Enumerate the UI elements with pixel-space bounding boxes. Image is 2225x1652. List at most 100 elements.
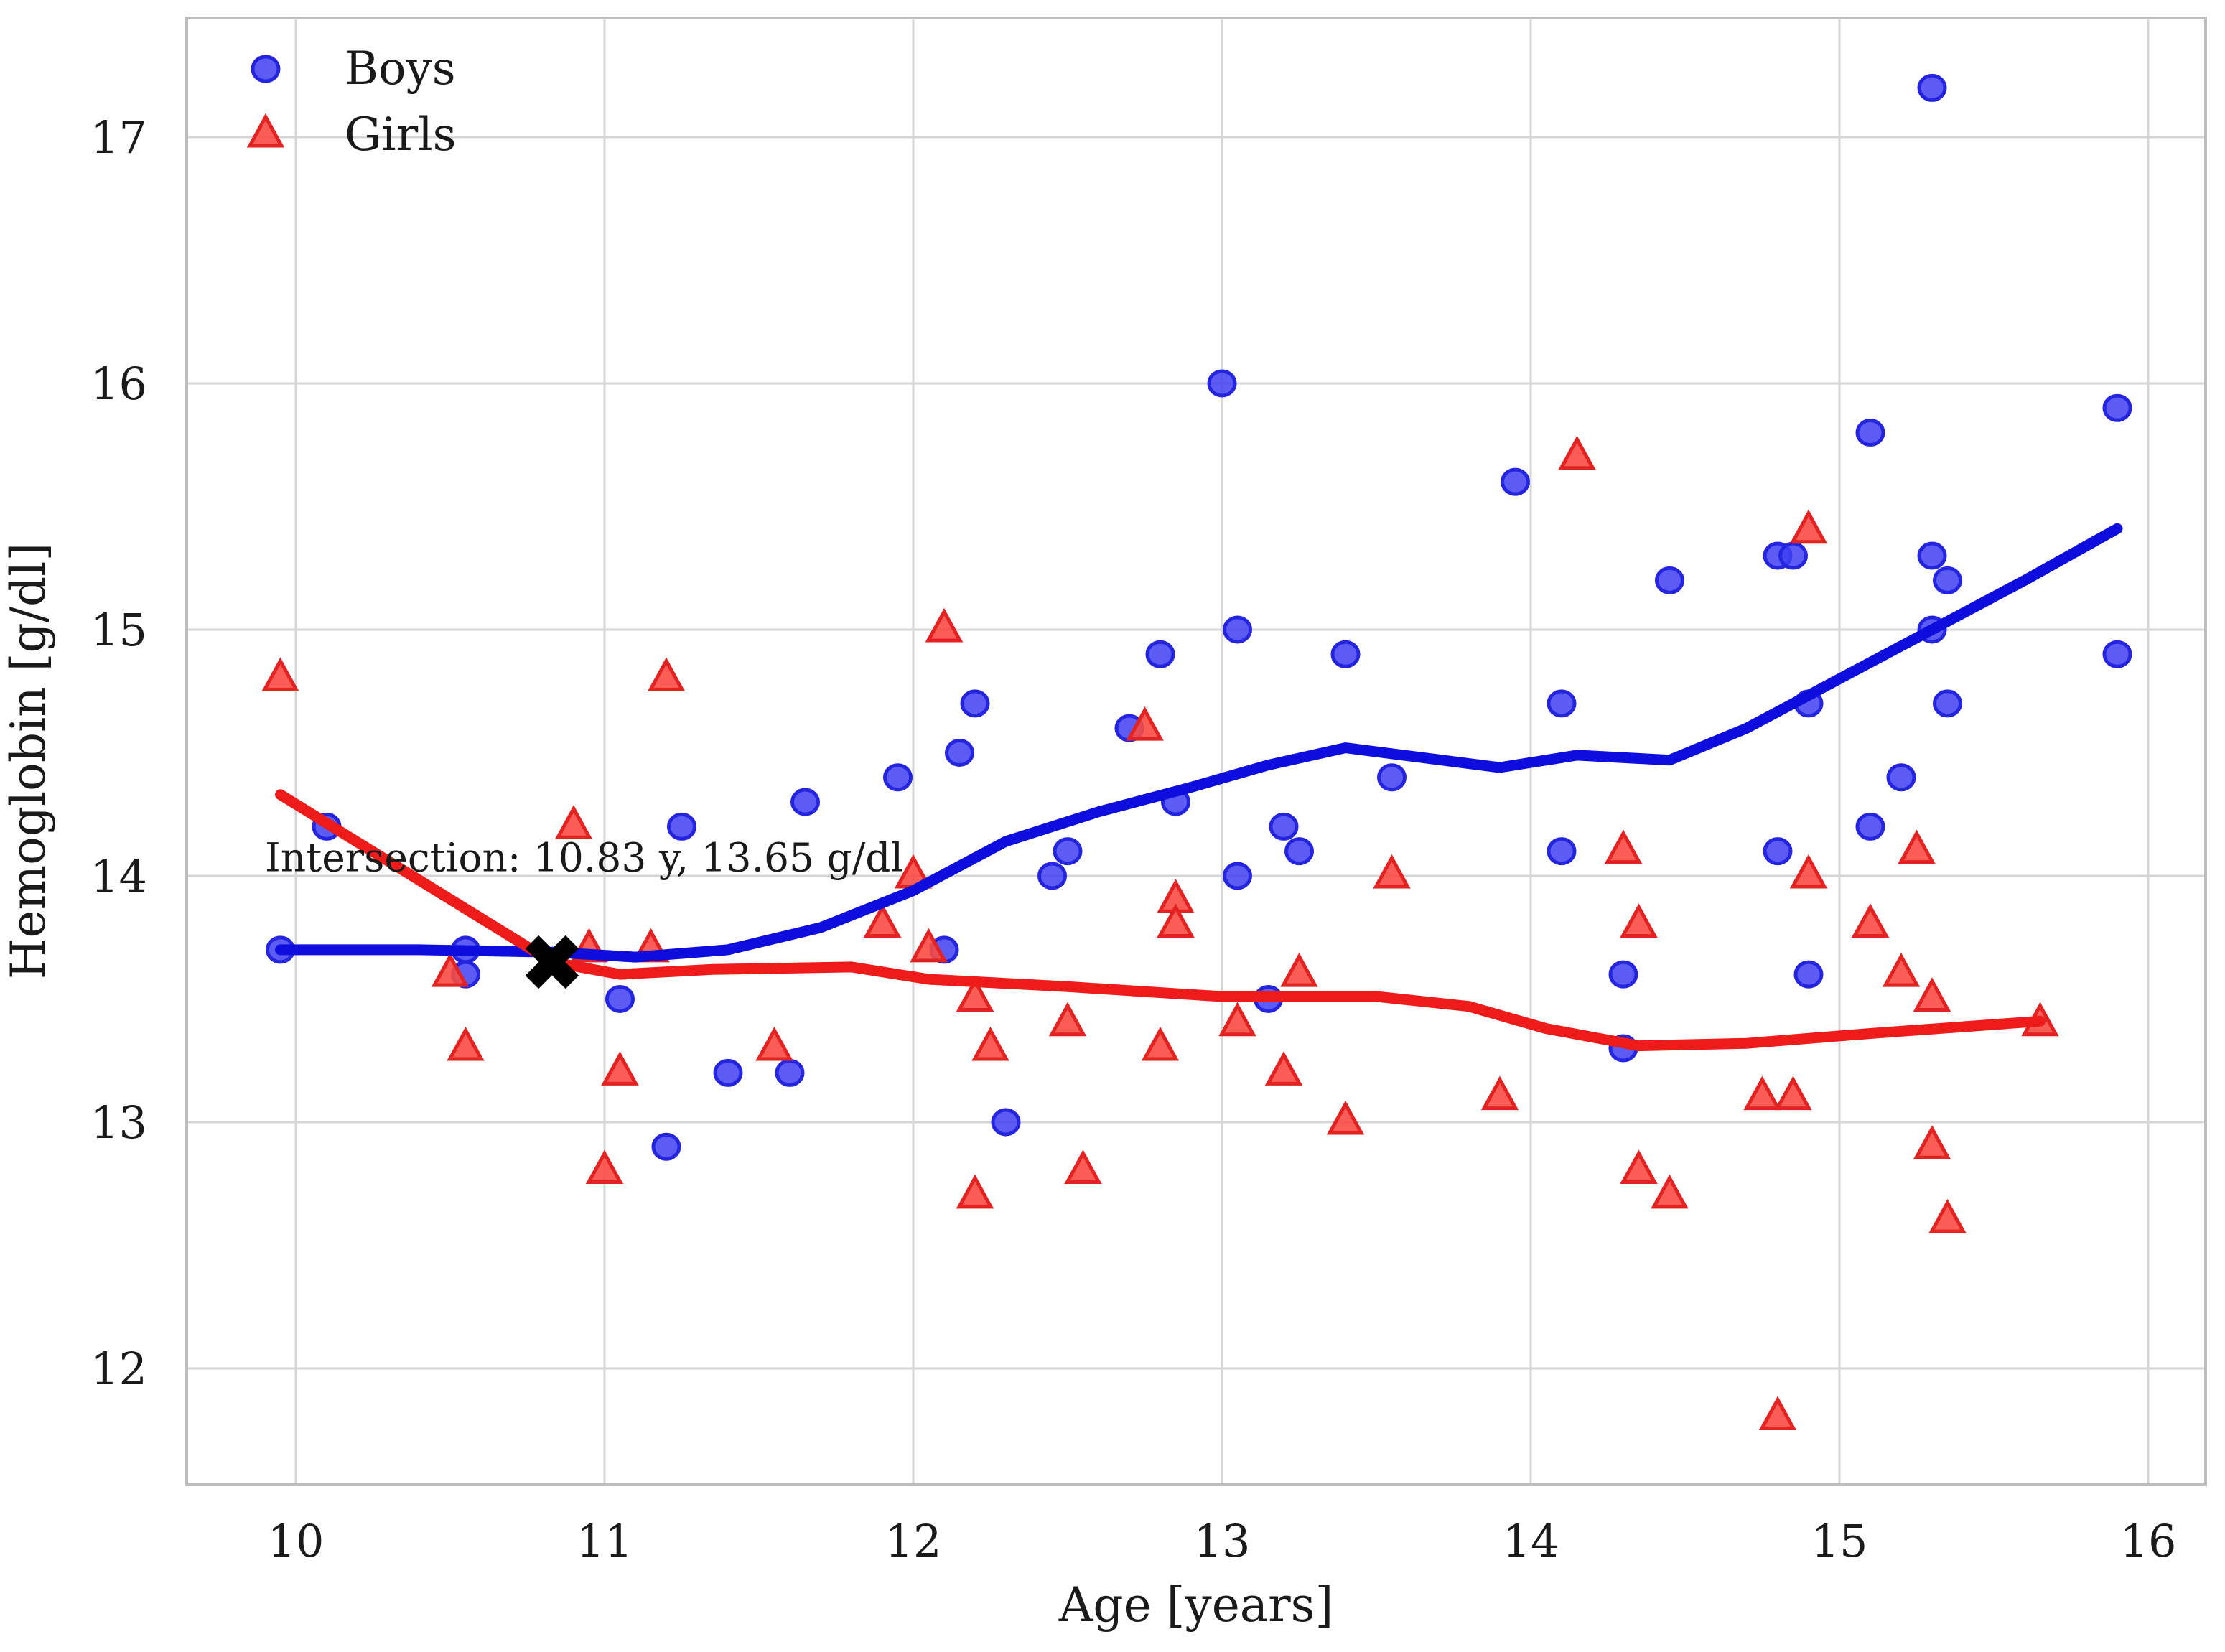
- girls-point: [1048, 1002, 1087, 1037]
- girls-point: [1758, 1396, 1797, 1431]
- girls-point: [1218, 1002, 1256, 1037]
- girls-point: [971, 1026, 1009, 1061]
- boys-point: [605, 984, 635, 1013]
- girls-point: [1620, 903, 1658, 938]
- girls-point: [1913, 977, 1951, 1012]
- boys-point: [1207, 369, 1237, 398]
- intersection-marker: [525, 935, 579, 989]
- boys-point: [713, 1058, 743, 1087]
- legend-girls-label: Girls: [345, 108, 457, 162]
- girls-point: [647, 657, 686, 692]
- girls-point: [1157, 903, 1195, 938]
- boys-point: [991, 1108, 1021, 1137]
- x-tick-label: 12: [885, 1515, 942, 1567]
- boys-point: [1053, 837, 1083, 866]
- girls-point: [1064, 1149, 1102, 1185]
- boys-point: [883, 763, 913, 792]
- boys-point: [2102, 640, 2132, 668]
- girls-point: [1743, 1075, 1781, 1111]
- y-tick-label: 15: [90, 604, 147, 656]
- boys-point: [1933, 689, 1962, 718]
- y-axis-label: Hemoglobin [g/dl]: [1, 543, 56, 979]
- legend: Boys Girls: [246, 42, 457, 162]
- boys-point: [1855, 812, 1885, 841]
- girls-point: [1480, 1075, 1519, 1111]
- scatter-points: [261, 73, 2132, 1431]
- girls-point: [1789, 509, 1828, 544]
- intersection-annotation: Intersection: 10.83 y, 13.65 g/dl: [265, 834, 903, 880]
- gridlines: [187, 18, 2206, 1485]
- girls-point: [1280, 952, 1318, 987]
- boys-point: [1284, 837, 1314, 866]
- boys-point: [1855, 419, 1885, 447]
- boys-trend: [275, 523, 2123, 963]
- girls-point: [925, 607, 964, 643]
- x-tick-label: 13: [1194, 1515, 1251, 1567]
- girls-point: [1558, 435, 1596, 470]
- girls-point: [554, 805, 593, 839]
- boys-point: [960, 689, 990, 718]
- girls-point: [910, 928, 948, 963]
- girls-point: [1264, 1051, 1303, 1086]
- boys-point: [1501, 467, 1530, 496]
- y-tick-label: 13: [90, 1096, 147, 1149]
- girls-point: [1928, 1198, 1967, 1233]
- boys-point: [1655, 566, 1684, 594]
- girls-point: [1789, 854, 1828, 889]
- boys-point: [1269, 812, 1299, 841]
- boys-point: [1547, 689, 1577, 718]
- boys-point: [790, 788, 820, 816]
- girls-point: [585, 1149, 624, 1185]
- boys-point: [1223, 862, 1252, 890]
- x-tick-labels: 10 11 12 13 14 15 16: [268, 1515, 2177, 1567]
- girls-point: [1604, 829, 1643, 864]
- boys-point: [1917, 73, 1947, 102]
- girls-point: [1851, 903, 1890, 938]
- trend-lines: [275, 523, 2123, 1052]
- girls-point: [431, 952, 470, 987]
- girls-point: [1774, 1075, 1812, 1111]
- boys-point: [1330, 640, 1361, 668]
- plot-border: [185, 17, 2207, 1486]
- boys-point: [667, 812, 696, 841]
- x-axis-label: Age [years]: [1058, 1577, 1334, 1633]
- boys-point: [1608, 960, 1638, 989]
- x-tick-label: 16: [2120, 1515, 2177, 1567]
- y-tick-labels: 12 13 14 15 16 17: [90, 111, 147, 1395]
- y-tick-label: 14: [90, 850, 147, 902]
- girls-point: [1898, 829, 1936, 864]
- y-tick-label: 17: [90, 111, 147, 164]
- girls-point: [956, 977, 994, 1012]
- legend-girls-marker-icon: [246, 113, 285, 148]
- legend-boys-marker-icon: [251, 55, 281, 83]
- girls-point: [1373, 854, 1411, 889]
- girls-point: [1126, 706, 1164, 741]
- x-tick-label: 11: [577, 1515, 633, 1567]
- boys-point: [1763, 837, 1793, 866]
- girls-point: [1651, 1174, 1689, 1209]
- girls-point: [1913, 1125, 1951, 1159]
- girls-point: [447, 1026, 485, 1061]
- boys-point: [2102, 393, 2132, 422]
- boys-point: [651, 1132, 681, 1161]
- boys-point: [775, 1058, 805, 1087]
- girls-point: [1141, 1026, 1180, 1061]
- boys-point: [1886, 763, 1916, 792]
- x-tick-label: 14: [1503, 1515, 1559, 1567]
- girls-point: [755, 1026, 793, 1061]
- y-tick-label: 12: [90, 1343, 147, 1395]
- boys-point: [1377, 763, 1407, 792]
- boys-point: [1793, 960, 1824, 989]
- boys-point: [1145, 640, 1175, 668]
- y-tick-label: 16: [90, 358, 147, 410]
- intersection-x-stroke: [525, 935, 579, 989]
- boys-point: [1547, 837, 1577, 866]
- boys-point: [1223, 615, 1252, 644]
- boys-point: [1778, 541, 1808, 570]
- girls-point: [1326, 1100, 1365, 1135]
- boys-point: [1933, 566, 1962, 594]
- legend-boys-label: Boys: [345, 42, 456, 95]
- boys-point: [1917, 541, 1947, 570]
